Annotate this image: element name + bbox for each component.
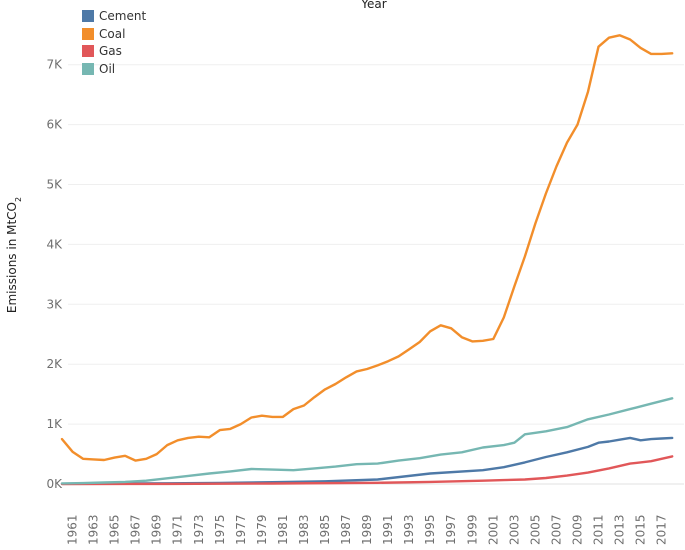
legend[interactable]: Cement Coal Gas Oil [82, 9, 146, 76]
x-tick-label: 2001 [486, 514, 500, 545]
x-tick-label: 1979 [255, 514, 269, 545]
x-tick-label: 1999 [465, 514, 479, 545]
x-tick-label: 1975 [213, 514, 227, 545]
x-tick-label: 1985 [318, 514, 332, 545]
x-tick-label: 1973 [192, 514, 206, 545]
y-axis-ticks: 0K 1K 2K 3K 4K 5K 6K 7K [46, 58, 63, 491]
x-tick-label: 1981 [276, 514, 290, 545]
y-tick-label: 7K [46, 58, 63, 72]
series-line-oil[interactable] [60, 397, 674, 485]
x-tick-label: 2011 [592, 514, 606, 545]
x-tick-label: 2009 [570, 514, 584, 545]
x-tick-label: 1997 [444, 514, 458, 545]
series-line-coal[interactable] [60, 34, 674, 462]
x-tick-label: 2003 [507, 514, 521, 545]
y-axis-title: Emissions in MtCO2 [5, 197, 23, 313]
y-tick-label: 2K [46, 357, 63, 371]
x-tick-label: 1989 [360, 514, 374, 545]
x-tick-label: 1977 [234, 514, 248, 545]
x-tick-label: 2005 [528, 514, 542, 545]
y-tick-label: 5K [46, 178, 63, 192]
legend-item-coal[interactable]: Coal [82, 27, 125, 41]
legend-item-gas[interactable]: Gas [82, 44, 122, 58]
x-tick-label: 1993 [402, 514, 416, 545]
legend-label-cement: Cement [99, 9, 146, 23]
legend-item-oil[interactable]: Oil [82, 62, 115, 76]
y-tick-label: 0K [46, 477, 63, 491]
y-tick-label: 1K [46, 417, 63, 431]
x-tick-label: 1967 [129, 514, 143, 545]
x-tick-label: 2007 [549, 514, 563, 545]
x-tick-label: 1983 [297, 514, 311, 545]
x-tick-label: 1969 [150, 514, 164, 545]
x-tick-label: 1987 [339, 514, 353, 545]
x-tick-label: 1965 [108, 514, 122, 545]
x-tick-label: 2017 [655, 514, 669, 545]
series-line-cement[interactable] [60, 436, 674, 485]
legend-swatch-oil [82, 63, 94, 75]
x-tick-label: 1971 [171, 514, 185, 545]
y-tick-label: 3K [46, 297, 63, 311]
series-line-gas[interactable] [60, 455, 674, 486]
y-axis-title-subscript: 2 [14, 197, 23, 202]
legend-item-cement[interactable]: Cement [82, 9, 146, 23]
legend-label-oil: Oil [99, 62, 115, 76]
legend-label-gas: Gas [99, 44, 122, 58]
y-axis-title-text: Emissions in MtCO [5, 202, 19, 313]
top-axis-title: Year [360, 0, 386, 11]
legend-swatch-gas [82, 45, 94, 57]
x-tick-label: 2015 [634, 514, 648, 545]
legend-swatch-coal [82, 28, 94, 40]
gridlines [68, 64, 684, 485]
legend-swatch-cement [82, 10, 94, 22]
y-tick-label: 4K [46, 237, 63, 251]
x-tick-label: 1991 [381, 514, 395, 545]
x-tick-label: 1995 [423, 514, 437, 545]
legend-label-coal: Coal [99, 27, 125, 41]
series-lines [60, 34, 674, 486]
y-tick-label: 6K [46, 118, 63, 132]
x-tick-label: 1963 [87, 514, 101, 545]
x-tick-label: 1961 [66, 514, 80, 545]
x-tick-label: 2013 [613, 514, 627, 545]
x-axis-ticks: 1961 1963 1965 1967 1969 1971 1973 1975 1977 1979… [66, 514, 669, 545]
